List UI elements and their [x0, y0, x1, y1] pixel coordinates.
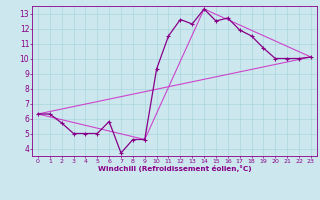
- X-axis label: Windchill (Refroidissement éolien,°C): Windchill (Refroidissement éolien,°C): [98, 165, 251, 172]
